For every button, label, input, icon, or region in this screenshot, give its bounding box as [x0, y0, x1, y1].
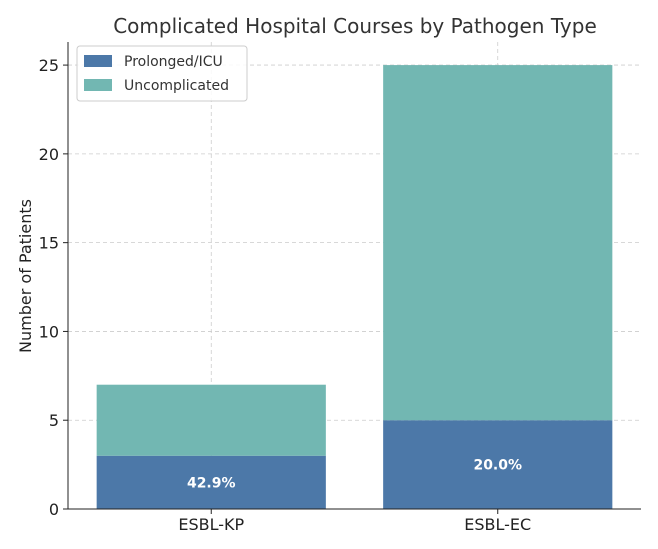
y-tick-label: 20: [39, 145, 59, 164]
y-tick-label: 10: [39, 322, 59, 341]
legend-label-prolonged: Prolonged/ICU: [124, 54, 223, 70]
data-labels: 42.9% 20.0%: [187, 458, 522, 492]
legend-swatch-prolonged: [84, 55, 112, 67]
data-label-esbl-ec: 20.0%: [473, 458, 522, 474]
bar-prolonged-icu-esbl-kp: [96, 455, 326, 509]
data-label-esbl-kp: 42.9%: [187, 475, 236, 491]
legend-box: [76, 45, 248, 102]
bars: [96, 65, 613, 509]
bar-prolonged-icu-esbl-ec: [383, 420, 613, 509]
y-axis-label: Number of Patients: [16, 199, 35, 353]
y-tick-label: 5: [49, 411, 59, 430]
legend-label-uncomplicated: Uncomplicated: [124, 78, 229, 94]
y-tick-label: 0: [49, 500, 59, 519]
bar-uncomplicated-esbl-ec: [383, 65, 613, 421]
y-tick-label: 15: [39, 234, 59, 253]
chart-title: Complicated Hospital Courses by Pathogen…: [113, 14, 597, 38]
x-tick-label-esbl-ec: ESBL-EC: [464, 515, 531, 534]
x-ticks: ESBL-KP ESBL-EC: [178, 509, 531, 534]
y-ticks: 0 5 10 15 20 25: [39, 56, 68, 519]
x-tick-label-esbl-kp: ESBL-KP: [178, 515, 244, 534]
legend-swatch-uncomplicated: [84, 79, 112, 91]
bar-uncomplicated-esbl-kp: [96, 384, 326, 456]
y-tick-label: 25: [39, 56, 59, 75]
legend: Prolonged/ICU Uncomplicated: [76, 45, 248, 102]
